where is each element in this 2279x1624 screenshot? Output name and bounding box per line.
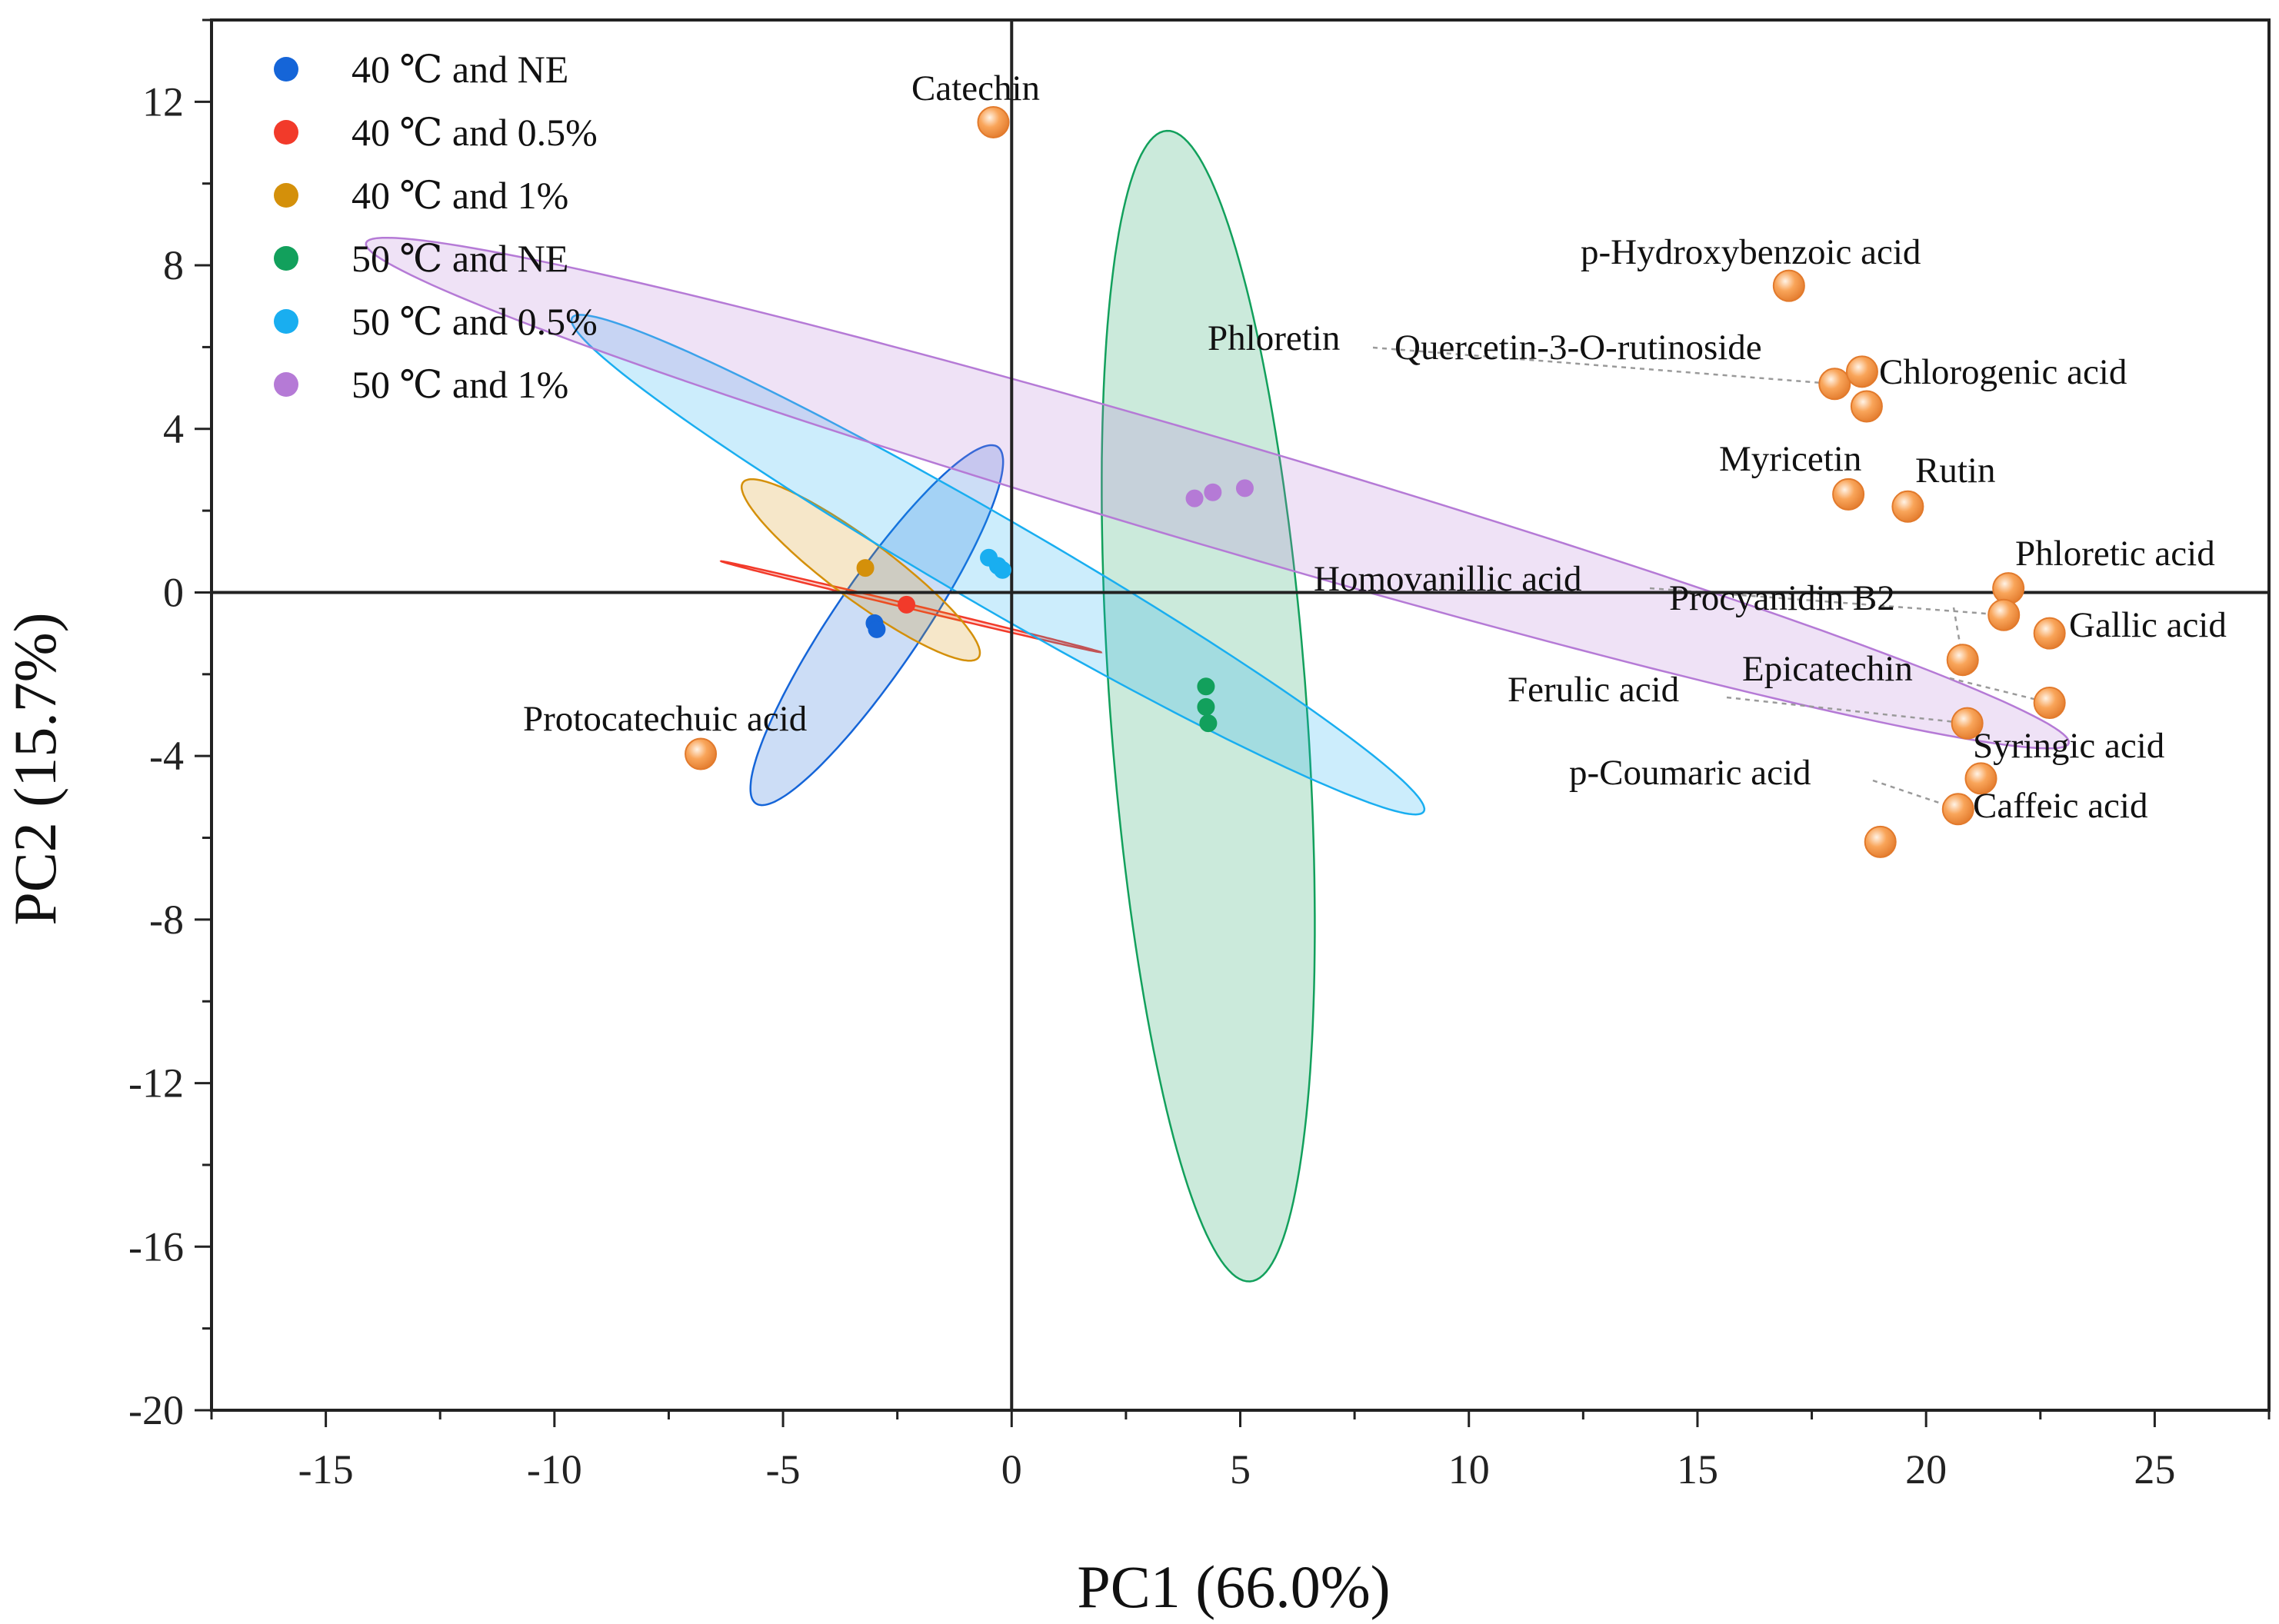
x-tick-label: -15 (298, 1446, 354, 1493)
loading-point-caffeic-acid (1864, 825, 1897, 858)
loading-point-p-coumaric-acid (1941, 793, 1974, 826)
legend-marker-40-and-1 (274, 183, 298, 208)
loading-points (685, 105, 2066, 858)
legend-marker-50-and-0-5 (274, 309, 298, 334)
loading-point-phloretin (1818, 368, 1851, 401)
loading-label-epicatechin: Epicatechin (1742, 649, 1913, 689)
loading-point-phloretic-acid (1992, 572, 2025, 605)
x-tick-label: -5 (766, 1446, 801, 1493)
legend-label-40-and-ne: 40 ℃ and NE (352, 48, 568, 91)
y-axis-title: PC2 (15.7%) (2, 612, 68, 925)
leader-epicatechin (1949, 677, 2050, 704)
legend-label-40-and-0-5: 40 ℃ and 0.5% (352, 111, 598, 154)
loading-label-caffeic-acid: Caffeic acid (1973, 786, 2147, 826)
loading-label-gallic-acid: Gallic acid (2069, 605, 2227, 645)
y-tick-label: 8 (163, 242, 184, 288)
loading-point-catechin (977, 105, 1010, 138)
loading-label-p-hydroxybenzoic-acid: p-Hydroxybenzoic acid (1581, 232, 1921, 272)
loading-label-protocatechuic-acid: Protocatechuic acid (523, 699, 807, 739)
loading-label-p-coumaric-acid: p-Coumaric acid (1569, 753, 1811, 793)
y-tick-label: 12 (142, 78, 184, 125)
x-tick-label: 10 (1448, 1446, 1490, 1493)
loading-label-procyanidin-b2: Procyanidin B2 (1669, 578, 1895, 618)
y-tick-label: -20 (128, 1387, 184, 1433)
point-50-and-0-5 (993, 561, 1011, 579)
point-50-and-ne (1197, 677, 1215, 696)
loading-label-phloretic-acid: Phloretic acid (2015, 534, 2215, 574)
loading-label-homovanillic-acid: Homovanillic acid (1314, 559, 1581, 599)
legend-label-50-and-0-5: 50 ℃ and 0.5% (352, 300, 598, 343)
leader-phloretin (1372, 346, 1835, 385)
loading-point-ferulic-acid (1951, 707, 1984, 740)
x-tick-label: 15 (1677, 1446, 1718, 1493)
loading-point-syringic-acid (1964, 762, 1997, 795)
loading-point-quercetin-3-o-rutinoside (1845, 355, 1878, 388)
y-tick-label: -12 (128, 1060, 184, 1107)
loading-label-myricetin: Myricetin (1719, 439, 1861, 479)
loading-point-epicatechin (2033, 687, 2066, 720)
legend-label-50-and-ne: 50 ℃ and NE (352, 237, 568, 280)
loading-point-chlorogenic-acid (1850, 390, 1883, 423)
loading-label-syringic-acid: Syringic acid (1973, 726, 2164, 766)
point-40-and-ne (868, 620, 886, 638)
point-40-and-1 (856, 559, 875, 577)
loading-label-quercetin-3-o-rutinoside: Quercetin-3-O-rutinoside (1394, 328, 1762, 368)
loading-labels: Catechin p-Hydroxybenzoic acid Phloretin Qu… (523, 68, 2227, 826)
loading-label-ferulic-acid: Ferulic acid (1508, 670, 1679, 710)
legend-marker-50-and-ne (274, 246, 298, 271)
y-tick-label: -8 (149, 897, 184, 943)
x-tick-label: -10 (527, 1446, 582, 1493)
axes: -15 -10 -5 0 5 10 15 20 25 -20 -16 -12 -8 -4 0 4 8 12 (128, 18, 2271, 1493)
point-50-and-ne (1197, 697, 1215, 716)
y-tick-label: 4 (163, 406, 184, 452)
x-tick-label: 25 (2134, 1446, 2175, 1493)
point-50-and-1 (1185, 489, 1204, 508)
x-tick-label: 0 (1001, 1446, 1022, 1493)
loading-label-rutin: Rutin (1915, 451, 1995, 491)
y-tick-label: -16 (128, 1223, 184, 1270)
loading-point-homovanillic-acid (1987, 598, 2021, 631)
x-tick-label: 20 (1905, 1446, 1947, 1493)
point-40-and-0-5 (898, 595, 916, 614)
score-points (856, 479, 1254, 733)
loading-point-procyanidin-b2 (1946, 644, 1979, 677)
leader-ferulic-acid (1726, 696, 1967, 724)
x-axis-title: PC1 (66.0%) (1077, 1553, 1390, 1620)
y-tick-label: 0 (163, 569, 184, 615)
point-50-and-1 (1204, 483, 1222, 501)
legend: 40 ℃ and NE 40 ℃ and 0.5% 40 ℃ and 1% 50 ℃ … (274, 48, 598, 406)
legend-marker-40-and-ne (274, 57, 298, 82)
x-tick-label: 5 (1230, 1446, 1251, 1493)
point-50-and-1 (1235, 479, 1254, 498)
point-50-and-ne (1199, 714, 1218, 733)
loading-point-rutin (1891, 490, 1924, 523)
loading-point-gallic-acid (2033, 617, 2066, 650)
loading-point-protocatechuic-acid (685, 737, 718, 770)
loading-point-myricetin (1832, 478, 1865, 511)
loading-point-p-hydroxybenzoic-acid (1772, 269, 1805, 302)
legend-label-50-and-1: 50 ℃ and 1% (352, 363, 568, 406)
loading-label-phloretin: Phloretin (1208, 318, 1340, 358)
loading-label-chlorogenic-acid: Chlorogenic acid (1879, 352, 2127, 392)
loading-label-catechin: Catechin (911, 68, 1040, 108)
legend-marker-40-and-0-5 (274, 120, 298, 145)
legend-marker-50-and-1 (274, 372, 298, 397)
y-tick-label: -4 (149, 733, 184, 779)
legend-label-40-and-1: 40 ℃ and 1% (352, 174, 568, 217)
